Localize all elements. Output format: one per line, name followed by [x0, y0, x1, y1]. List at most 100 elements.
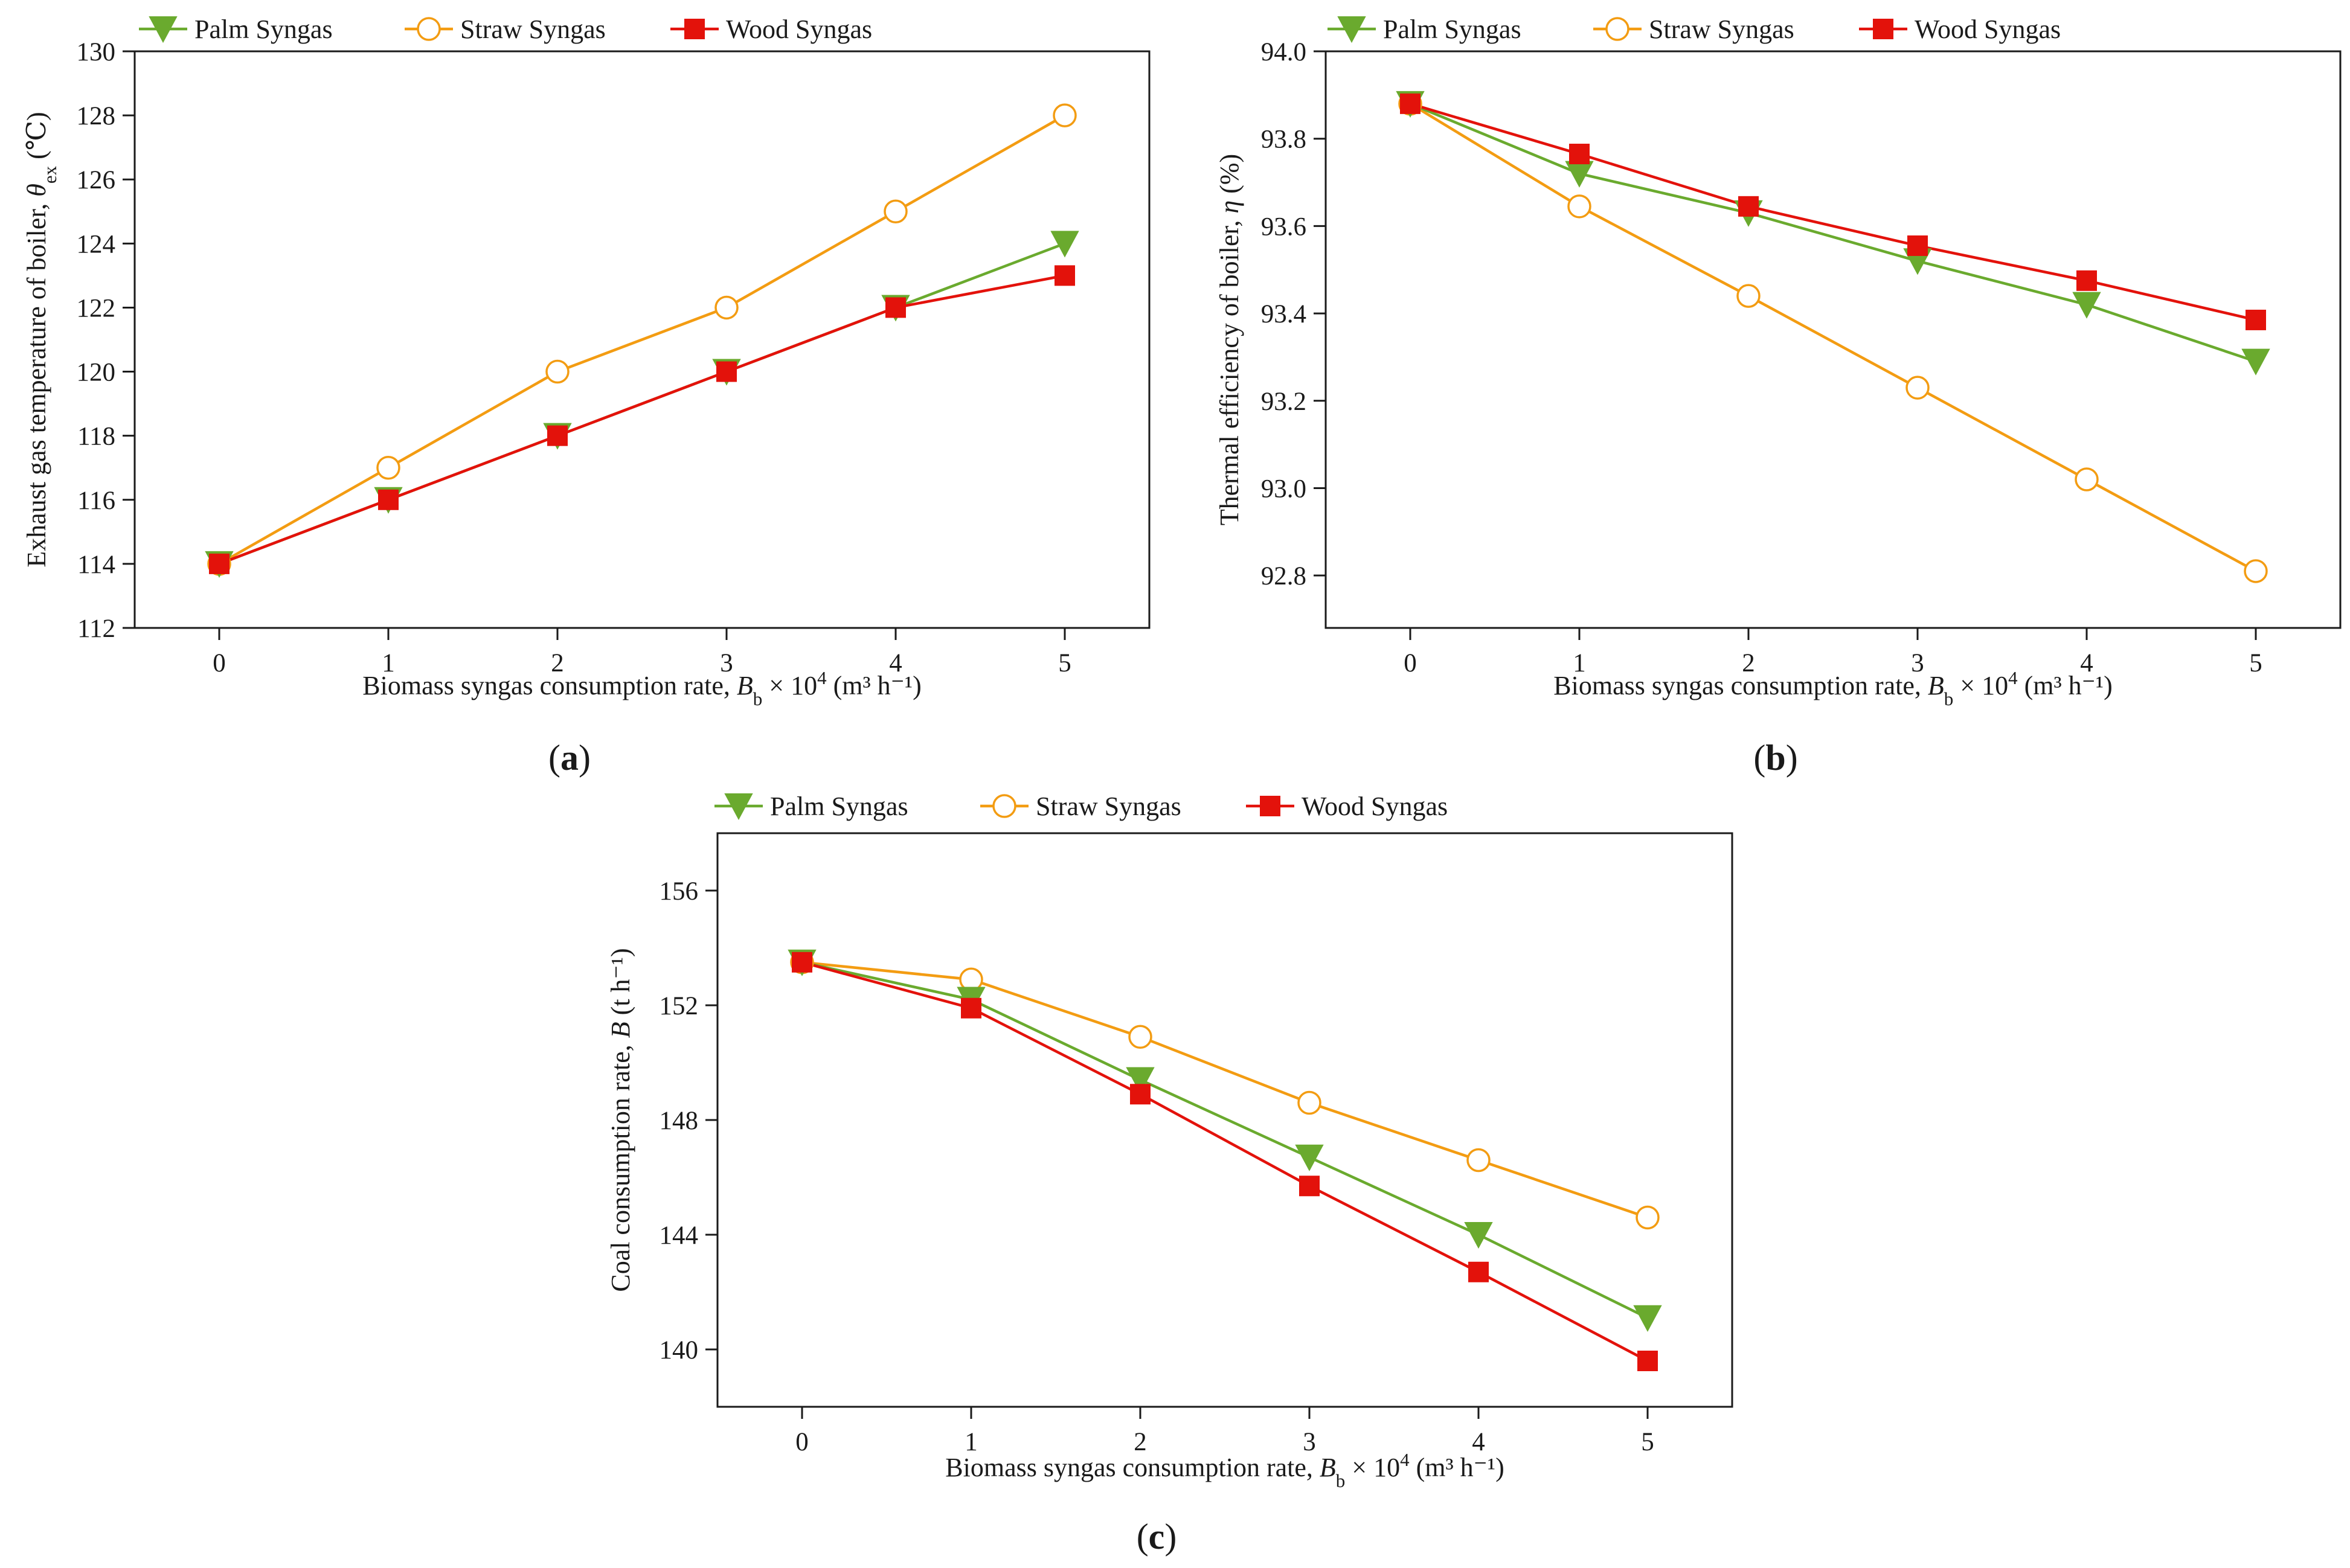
data-point-palm [2241, 348, 2270, 376]
data-point-wood [961, 997, 981, 1019]
data-point-palm [2072, 292, 2101, 319]
series-line-palm [801, 961, 1648, 1319]
data-point-straw [1736, 284, 1761, 308]
x-tick-label: 4 [1472, 1428, 1485, 1456]
x-tick-label: 5 [2249, 649, 2262, 677]
legend-label-palm: Palm Syngas [1383, 14, 1521, 44]
x-tick-label: 0 [213, 649, 226, 677]
legend-marker-palm [1337, 16, 1366, 43]
series-line-wood [219, 274, 1065, 565]
x-tick-label: 3 [720, 649, 733, 677]
legend-label-straw: Straw Syngas [1036, 792, 1181, 821]
data-point-palm [1633, 1305, 1662, 1332]
x-tick-label: 3 [1911, 649, 1924, 677]
data-point-wood [1055, 265, 1075, 286]
x-tick-label: 2 [1742, 649, 1755, 677]
y-tick-label: 128 [77, 102, 116, 130]
data-point-straw [2075, 467, 2099, 491]
data-point-wood [1569, 144, 1590, 165]
series-line-straw [801, 961, 1648, 1219]
plot-frame [1324, 50, 2342, 629]
data-point-wood [209, 553, 230, 574]
y-tick-label: 120 [77, 359, 116, 387]
data-point-straw [1128, 1025, 1152, 1049]
legend-label-straw: Straw Syngas [1649, 14, 1794, 44]
data-point-wood [378, 489, 399, 510]
x-tick-label: 4 [889, 649, 902, 677]
legend-marker-straw [417, 17, 441, 41]
legend-marker-palm [149, 16, 178, 43]
panel-label: (c) [1137, 1517, 1177, 1557]
data-point-wood [1907, 235, 1928, 256]
y-tick-label: 93.6 [1261, 213, 1306, 241]
y-tick-label: 124 [77, 230, 116, 258]
x-axis-title: Biomass syngas consumption rate, Bb × 10… [1553, 667, 2112, 709]
data-point-straw [1053, 103, 1077, 127]
series-line-wood [1410, 102, 2256, 322]
y-tick-label: 118 [77, 423, 115, 451]
data-point-wood [2076, 270, 2097, 291]
y-tick-label: 93.8 [1261, 126, 1306, 154]
data-point-wood [1400, 93, 1421, 114]
x-tick-label: 1 [965, 1428, 978, 1456]
x-tick-label: 3 [1303, 1428, 1316, 1456]
legend-marker-wood [1260, 796, 1280, 816]
panel-b: 0 1 2 3 4 5 92.8 93.0 93.2 93.4 93.6 93.8 94.0 Biomas… [1215, 14, 2342, 778]
data-point-wood [792, 952, 812, 973]
legend-label-straw: Straw Syngas [460, 14, 606, 44]
x-tick-label: 1 [1573, 649, 1586, 677]
data-point-wood [547, 425, 568, 446]
data-point-palm [1295, 1144, 1324, 1171]
legend-marker-straw [992, 794, 1016, 818]
legend: Palm Syngas Straw Syngas Wood Syngas [1327, 14, 2061, 44]
y-tick-label: 144 [660, 1221, 699, 1250]
legend-label-wood: Wood Syngas [1915, 14, 2061, 44]
x-axis-title: Biomass syngas consumption rate, Bb × 10… [945, 1449, 1504, 1491]
legend-marker-palm [724, 793, 753, 821]
x-tick-label: 2 [551, 649, 564, 677]
data-point-straw [1905, 376, 1930, 400]
data-point-straw [1567, 194, 1591, 219]
data-point-straw [1636, 1205, 1660, 1230]
legend-label-palm: Palm Syngas [770, 792, 908, 821]
legend-label-palm: Palm Syngas [194, 14, 333, 44]
y-tick-label: 114 [77, 551, 115, 579]
y-tick-label: 93.0 [1261, 475, 1306, 503]
legend-marker-straw [1605, 17, 1629, 41]
y-axis-title: Thermal efficiency of boiler, η (%) [1215, 154, 1244, 525]
data-point-wood [1299, 1176, 1320, 1197]
data-point-straw [1297, 1090, 1321, 1115]
data-point-wood [1468, 1261, 1489, 1282]
x-tick-label: 1 [382, 649, 395, 677]
series-line-palm [1410, 102, 2256, 363]
data-point-straw [714, 295, 739, 320]
y-tick-label: 152 [660, 992, 699, 1020]
legend: Palm Syngas Straw Syngas Wood Syngas [714, 792, 1448, 821]
data-point-straw [545, 359, 570, 384]
data-point-wood [1738, 196, 1759, 217]
x-tick-label: 5 [1641, 1428, 1654, 1456]
y-tick-label: 122 [77, 294, 116, 322]
data-point-palm [1464, 1222, 1493, 1249]
y-tick-label: 94.0 [1261, 38, 1306, 66]
legend: Palm Syngas Straw Syngas Wood Syngas [139, 14, 872, 44]
y-axis-title: Coal consumption rate, B (t h⁻¹) [606, 948, 635, 1291]
plot-frame [133, 50, 1151, 629]
x-tick-label: 2 [1134, 1428, 1147, 1456]
x-tick-label: 4 [2080, 649, 2093, 677]
legend-marker-wood [684, 19, 705, 39]
data-point-palm [1126, 1067, 1155, 1094]
y-tick-label: 130 [77, 38, 116, 66]
series-line-straw [218, 114, 1066, 565]
panel-label: (a) [548, 738, 591, 778]
data-point-palm [1050, 231, 1079, 258]
data-point-straw [376, 455, 400, 480]
y-axis-title: Exhaust gas temperature of boiler, θex (… [22, 112, 60, 567]
panel-c: 0 1 2 3 4 5 140 144 148 152 156 Biomass syngas cons… [606, 792, 1733, 1557]
data-point-palm [1565, 161, 1594, 188]
legend-marker-wood [1873, 19, 1893, 39]
legend-label-wood: Wood Syngas [1302, 792, 1448, 821]
x-tick-label: 5 [1058, 649, 1071, 677]
data-point-wood [1637, 1351, 1658, 1371]
data-point-wood [716, 361, 737, 382]
